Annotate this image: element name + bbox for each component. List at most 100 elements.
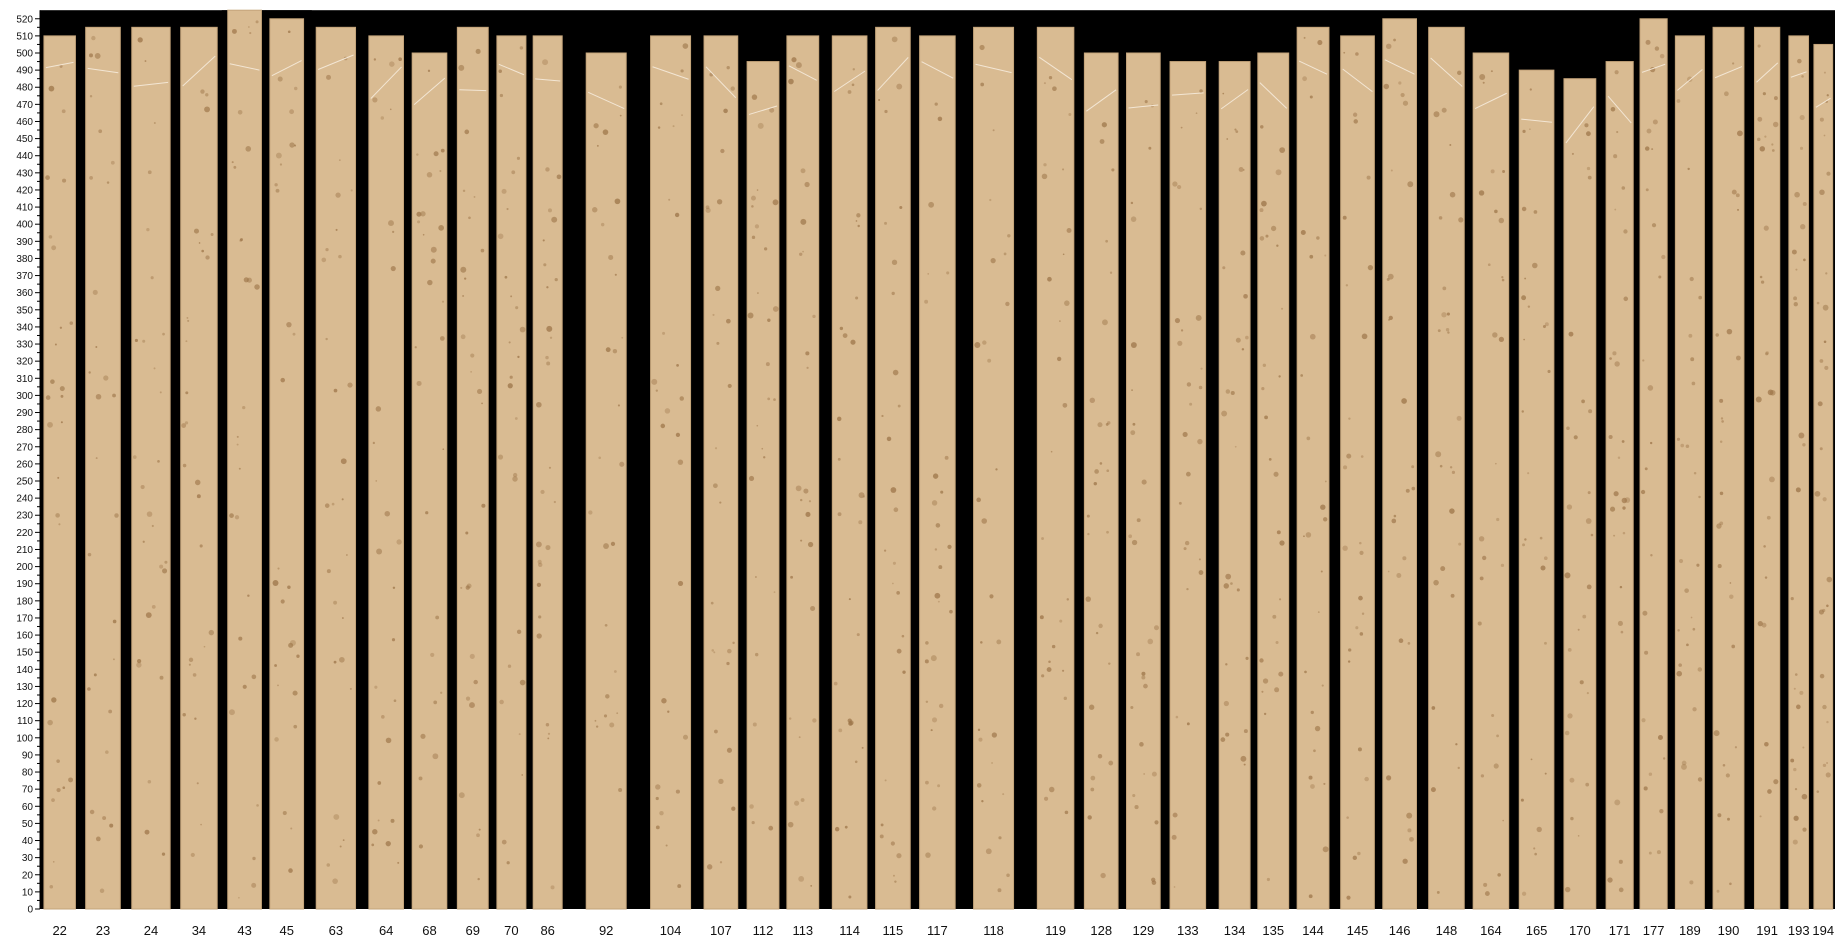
knot-mark — [1543, 556, 1548, 561]
knot-mark — [1719, 440, 1723, 443]
knot-mark — [1180, 329, 1184, 332]
knot-mark — [726, 318, 731, 324]
knot-mark — [1772, 121, 1779, 128]
knot-mark — [137, 37, 143, 43]
knot-mark — [1581, 399, 1585, 404]
knot-mark — [347, 382, 353, 388]
knot-mark — [1527, 305, 1531, 308]
knot-mark — [1824, 365, 1829, 370]
knot-mark — [727, 648, 732, 654]
knot-mark — [1411, 465, 1415, 469]
knot-mark — [1242, 169, 1245, 171]
knot-mark — [1482, 555, 1487, 561]
board-mark-line — [45, 61, 74, 69]
x-axis: 22 23 24 34 43 45 63 64 68 69 70 86 92 104 107 112 113 11… — [52, 923, 1834, 938]
board-mark-line — [1384, 59, 1415, 75]
knot-mark — [1141, 671, 1146, 676]
knot-mark — [1364, 776, 1369, 782]
knot-mark — [655, 389, 658, 392]
knot-mark — [772, 306, 779, 312]
knot-mark — [947, 544, 952, 550]
knot-mark — [462, 295, 465, 297]
knot-mark — [1479, 74, 1486, 80]
board-mark-line — [1756, 62, 1779, 83]
knot-mark — [1260, 125, 1264, 129]
knot-mark — [95, 393, 102, 400]
knot-mark — [1262, 363, 1267, 367]
knot-mark — [763, 456, 766, 459]
knot-mark — [113, 658, 115, 661]
knot-mark — [1357, 747, 1362, 752]
knot-mark — [499, 93, 504, 98]
knot-mark — [255, 20, 259, 24]
x-tick-label: 133 — [1177, 923, 1199, 938]
knot-mark — [769, 107, 775, 113]
board-bar — [315, 26, 357, 910]
knot-mark — [839, 326, 844, 331]
knot-mark — [751, 94, 758, 100]
knot-mark — [95, 346, 98, 348]
knot-mark — [95, 836, 101, 842]
knot-mark — [1690, 616, 1693, 619]
knot-mark — [288, 868, 293, 873]
y-tick-label: 90 — [22, 750, 34, 761]
knot-mark — [944, 455, 949, 460]
board-bar — [1472, 52, 1510, 910]
knot-mark — [1521, 206, 1527, 212]
knot-mark — [891, 36, 898, 43]
knot-mark — [1441, 312, 1447, 318]
knot-mark — [513, 472, 518, 478]
knot-mark — [980, 82, 985, 87]
knot-mark — [802, 250, 804, 253]
knot-mark — [1387, 273, 1394, 280]
knot-mark — [834, 826, 840, 832]
knot-mark — [1644, 650, 1649, 655]
knot-mark — [185, 391, 189, 395]
knot-mark — [981, 518, 988, 524]
knot-mark — [1148, 146, 1152, 150]
knot-mark — [989, 198, 992, 202]
knot-mark — [1577, 835, 1580, 837]
knot-mark — [1662, 757, 1666, 760]
knot-mark — [1621, 497, 1628, 504]
knot-mark — [619, 461, 625, 467]
board-24 — [131, 26, 171, 910]
board-165 — [1518, 69, 1555, 910]
knot-mark — [1677, 629, 1680, 632]
knot-mark — [1678, 558, 1684, 564]
board-mark-line — [413, 77, 446, 105]
knot-mark — [1616, 130, 1619, 134]
knot-mark — [1588, 409, 1593, 414]
knot-mark — [1614, 70, 1619, 75]
knot-mark — [147, 779, 152, 784]
knot-mark — [1761, 622, 1767, 628]
knot-mark — [1715, 333, 1719, 337]
knot-mark — [719, 861, 723, 864]
knot-mark — [1568, 331, 1574, 337]
board-mark-line — [834, 70, 866, 92]
y-tick-label: 490 — [16, 66, 33, 77]
y-tick-label: 440 — [16, 151, 33, 162]
knot-mark — [440, 148, 445, 153]
knot-mark — [935, 523, 941, 528]
board-bar — [1382, 18, 1418, 910]
board-bar — [831, 35, 868, 910]
knot-mark — [433, 151, 439, 157]
y-tick-label: 390 — [16, 237, 33, 248]
knot-mark — [1826, 762, 1828, 764]
knot-mark — [420, 211, 426, 217]
knot-mark — [1313, 749, 1316, 753]
knot-mark — [1716, 889, 1720, 893]
knot-mark — [1279, 147, 1286, 153]
knot-mark — [1303, 36, 1306, 39]
knot-mark — [1793, 296, 1798, 301]
knot-mark — [290, 827, 293, 830]
knot-mark — [1501, 276, 1504, 279]
knot-mark — [435, 615, 440, 620]
knot-mark — [1501, 278, 1505, 282]
knot-mark — [1098, 623, 1103, 629]
knot-mark — [858, 520, 863, 525]
knot-mark — [1727, 817, 1730, 821]
knot-mark — [228, 709, 235, 716]
knot-mark — [596, 144, 599, 147]
